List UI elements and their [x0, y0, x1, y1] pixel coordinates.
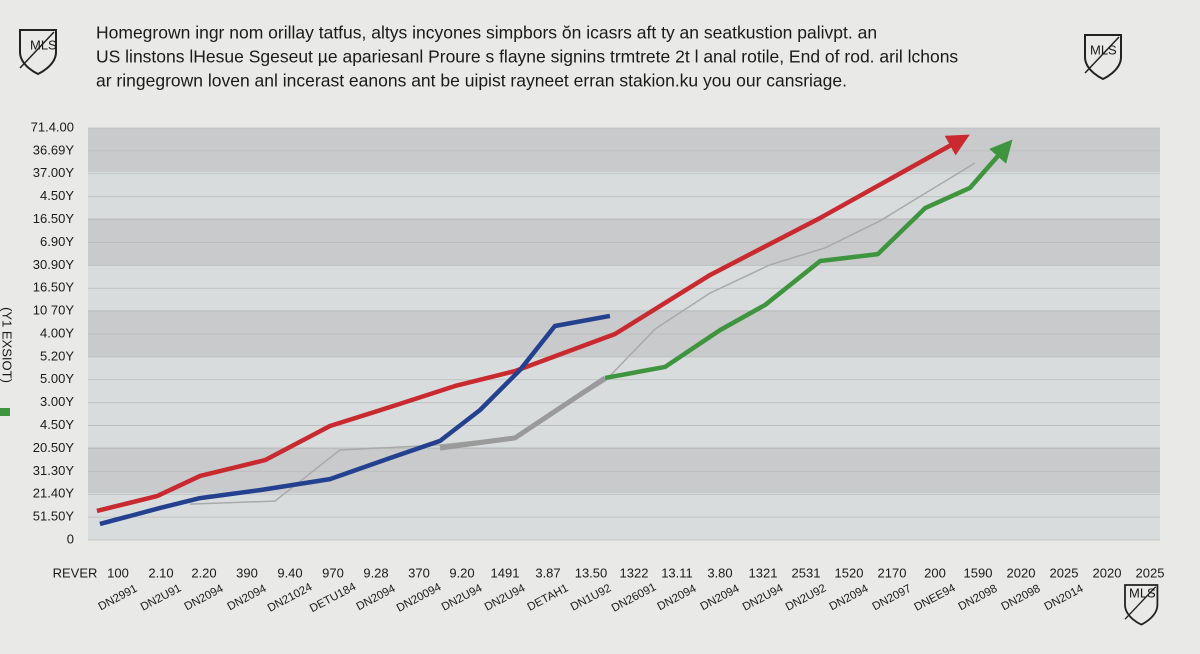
series-line [189, 162, 976, 505]
title-line: ar ringegrown loven anl incerast eanons … [96, 71, 847, 91]
x-tick-label: 200 [924, 565, 946, 580]
x-tick-label: 1590 [964, 565, 993, 580]
y-tick-label: 21.40Y [33, 486, 75, 501]
x-tick-label: 2025 [1136, 565, 1165, 580]
x-tick-label: REVER [53, 565, 98, 580]
y-tick-label: 5.00Y [40, 371, 74, 386]
title-line: US linstons lHesue Sgeseut µe apariesanl… [96, 47, 958, 67]
y-tick-label: 20.50Y [33, 440, 75, 455]
legend-marker [0, 408, 10, 416]
y-axis-label: (Y1 EXSIOT) [0, 307, 15, 383]
x-tick-label: 9.40 [277, 565, 302, 580]
logo-top-right: MLS [1084, 34, 1122, 80]
x-tick-label: 2025 [1050, 565, 1079, 580]
plot-band [88, 447, 1160, 493]
y-tick-label: 6.90Y [40, 234, 74, 249]
x-tick-label: 1520 [835, 565, 864, 580]
y-tick-label: 0 [67, 531, 74, 546]
plot-band [88, 172, 1160, 218]
logo-text: MLS [1090, 42, 1117, 57]
x-tick-label: 2170 [878, 565, 907, 580]
x-tick-label: 3.87 [535, 565, 560, 580]
x-tick-label: 2020 [1007, 565, 1036, 580]
x-tick-label: 970 [322, 565, 344, 580]
title-line: Homegrown ingr nom orillay tatfus, altys… [96, 23, 877, 43]
x-tick-label: 370 [408, 565, 430, 580]
plot-band [88, 310, 1160, 357]
y-tick-label: 10 70Y [33, 303, 75, 318]
y-tick-label: 37.00Y [33, 165, 75, 180]
x-tick-label: 390 [236, 565, 258, 580]
x-tick-label: 1491 [491, 565, 520, 580]
x-tick-label: 13.11 [661, 565, 693, 580]
y-tick-label: 31.30Y [33, 463, 75, 478]
series-line [96, 134, 970, 514]
x-tick-label: 2020 [1093, 565, 1122, 580]
y-tick-label: 36.69Y [33, 142, 75, 157]
plot-band [88, 493, 1160, 540]
plot-band [88, 265, 1160, 310]
y-tick-label: 4.50Y [40, 188, 74, 203]
y-tick-label: 4.50Y [40, 417, 74, 432]
x-tick-label: 9.28 [363, 565, 388, 580]
logo-bottom-right: MLS [1124, 584, 1159, 626]
y-tick-label: 4.00Y [40, 325, 74, 340]
logo-top-left: MLS [19, 29, 57, 75]
series-line [439, 375, 607, 451]
logo-text: MLS [30, 37, 57, 52]
y-tick-label: 5.20Y [40, 348, 74, 363]
x-tick-label: 2.20 [191, 565, 216, 580]
y-tick-label: 16.50Y [33, 280, 75, 295]
y-tick-label: 30.90Y [33, 257, 75, 272]
x-tick-label: 2531 [792, 565, 821, 580]
x-tick-label: 3.80 [707, 565, 732, 580]
series-line [604, 139, 1013, 381]
x-tick-label: 1322 [620, 565, 649, 580]
y-tick-label: 51.50Y [33, 509, 75, 524]
x-tick-label: 13.50 [575, 565, 608, 580]
plot-band [88, 357, 1160, 447]
y-tick-label: 71.4.00 [31, 119, 74, 134]
y-tick-label: 3.00Y [40, 394, 74, 409]
x-tick-label: 100 [107, 565, 129, 580]
plot-bands [88, 128, 1160, 540]
x-tick-label: 2.10 [148, 565, 173, 580]
x-tick-label: 9.20 [449, 565, 474, 580]
plot-band [88, 218, 1160, 265]
x-tick-label: 1321 [749, 565, 778, 580]
plot-band [88, 128, 1160, 172]
series-line [99, 313, 611, 527]
y-tick-label: 16.50Y [33, 211, 75, 226]
logo-text: MLS [1129, 585, 1156, 600]
